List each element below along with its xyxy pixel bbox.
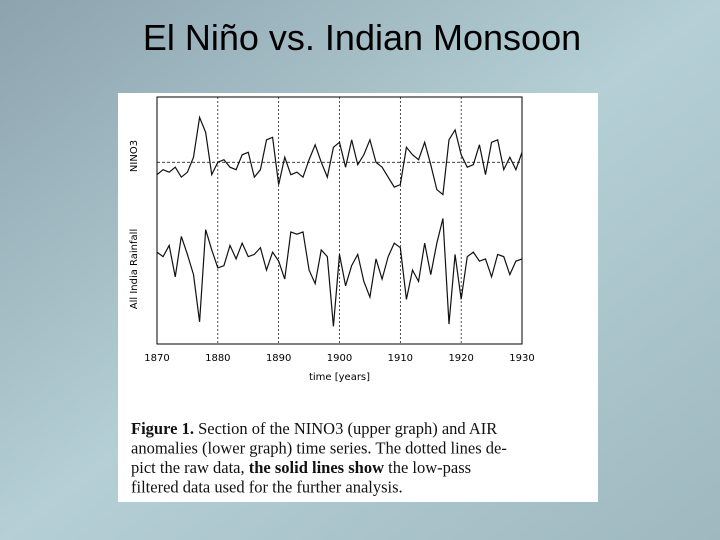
x-tick-label: 1890 bbox=[266, 353, 291, 364]
y-axis-label: NINO3 bbox=[129, 140, 140, 172]
caption-segment: anomalies (lower graph) time series. The… bbox=[131, 439, 507, 458]
caption: Figure 1. Section of the NINO3 (upper gr… bbox=[131, 419, 507, 497]
x-tick-label: 1930 bbox=[509, 353, 534, 364]
x-tick-label: 1900 bbox=[327, 353, 352, 364]
x-tick-label: 1880 bbox=[205, 353, 230, 364]
caption-segment: the solid lines show bbox=[249, 458, 384, 477]
y-axis-label: All India Rainfall bbox=[129, 229, 140, 309]
x-tick-label: 1870 bbox=[144, 353, 169, 364]
plot: NINO3 All India Rainfall 1870 1880 1890 1900 1… bbox=[129, 96, 535, 383]
caption-line: filtered data used for the further analy… bbox=[131, 478, 403, 497]
x-tick-label: 1920 bbox=[448, 353, 473, 364]
caption-segment: pict the raw data, bbox=[131, 458, 249, 477]
x-axis-label: time [years] bbox=[309, 372, 370, 383]
caption-segment: Figure 1. bbox=[131, 419, 194, 438]
caption-line: Figure 1. Section of the NINO3 (upper gr… bbox=[131, 419, 497, 438]
slide-title: El Niño vs. Indian Monsoon bbox=[143, 17, 581, 58]
caption-segment: the low-pass bbox=[384, 458, 471, 477]
caption-line: pict the raw data, the solid lines show … bbox=[131, 458, 471, 477]
figure-panel bbox=[118, 93, 598, 502]
caption-segment: Section of the NINO3 (upper graph) and A… bbox=[194, 419, 497, 438]
x-tick-label: 1910 bbox=[388, 353, 413, 364]
caption-line: anomalies (lower graph) time series. The… bbox=[131, 439, 507, 458]
caption-segment: filtered data used for the further analy… bbox=[131, 478, 403, 497]
